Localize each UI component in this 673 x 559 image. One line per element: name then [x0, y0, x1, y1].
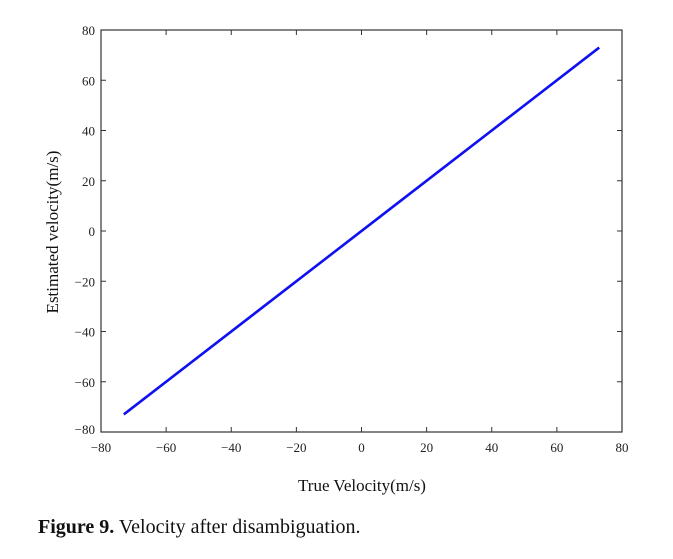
y-tick-labels: −80 −60 −40 −20 0 20 40 60 80 — [75, 23, 95, 437]
y-tick-label: 20 — [82, 174, 95, 189]
axis-ticks — [100, 29, 623, 433]
y-tick-label: −80 — [75, 422, 95, 437]
x-tick-label: −20 — [286, 440, 306, 455]
x-axis-label: True Velocity(m/s) — [298, 476, 426, 495]
x-tick-label: 0 — [358, 440, 365, 455]
series-lines — [122, 46, 601, 416]
figure-caption: Figure 9. Velocity after disambiguation. — [38, 516, 361, 539]
y-tick-label: 80 — [82, 23, 95, 38]
y-tick-label: −20 — [75, 274, 95, 289]
x-tick-label: −60 — [156, 440, 176, 455]
x-tick-label: 80 — [616, 440, 629, 455]
x-tick-label: 60 — [550, 440, 563, 455]
x-tick-label: −80 — [91, 440, 111, 455]
y-axis-label: Estimated velocity(m/s) — [43, 151, 62, 314]
x-tick-labels: −80 −60 −40 −20 0 20 40 60 80 — [91, 440, 629, 455]
y-tick-label: 40 — [82, 124, 95, 139]
y-tick-label: 60 — [82, 73, 95, 88]
x-tick-label: −40 — [221, 440, 241, 455]
x-tick-label: 40 — [485, 440, 498, 455]
y-tick-label: −40 — [75, 325, 95, 340]
y-tick-label: −60 — [75, 375, 95, 390]
chart: −80 −60 −40 −20 0 20 40 60 80 −80 −60 −40 −20 0 20 40 6… — [43, 23, 629, 495]
figure-number: Figure 9. — [38, 516, 115, 538]
x-tick-label: 20 — [420, 440, 433, 455]
series-line — [122, 46, 601, 416]
y-tick-label: 0 — [89, 224, 96, 239]
caption-text: Velocity after disambiguation. — [114, 516, 361, 538]
